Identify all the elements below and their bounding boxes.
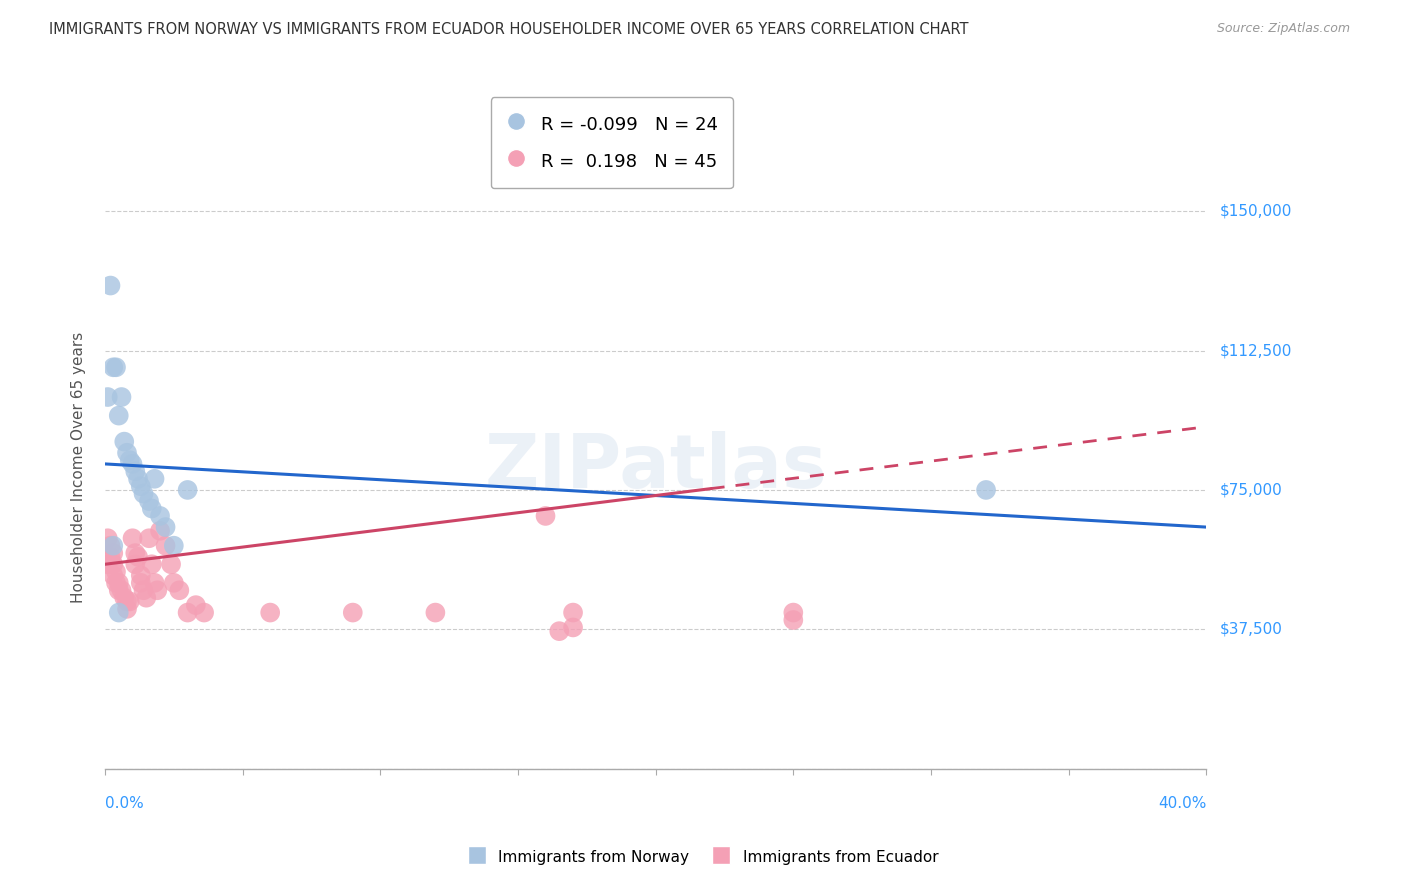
Point [135,591,157,605]
Point [127,472,149,486]
Point [141,501,163,516]
Point [103,546,125,560]
Point [115,594,138,608]
Point [138,531,160,545]
Point [97,558,120,572]
Point [97,390,120,404]
Point [107,409,129,423]
Text: 0.0%: 0.0% [105,796,143,811]
Point [149,508,172,523]
Point [118,594,141,608]
Point [100,539,122,553]
Point [342,606,364,620]
Point [129,568,152,582]
Point [143,575,166,590]
Text: Source: ZipAtlas.com: Source: ZipAtlas.com [1216,22,1350,36]
Point [124,464,146,478]
Point [112,434,135,449]
Point [562,620,585,634]
Point [110,390,132,404]
Point [155,539,177,553]
Point [534,508,557,523]
Point [118,453,141,467]
Text: 40.0%: 40.0% [1159,796,1206,811]
Point [121,531,143,545]
Point [425,606,447,620]
Point [105,565,128,579]
Text: $75,000: $75,000 [1220,483,1282,498]
Point [127,549,149,564]
Legend: R = -0.099   N = 24, R =  0.198   N = 45: R = -0.099 N = 24, R = 0.198 N = 45 [491,97,733,188]
Point [782,606,804,620]
Point [141,558,163,572]
Point [124,558,146,572]
Point [100,278,122,293]
Point [163,539,186,553]
Point [132,486,155,500]
Point [115,446,138,460]
Point [97,531,120,545]
Point [143,472,166,486]
Point [103,360,125,375]
Point [107,575,129,590]
Point [138,494,160,508]
Y-axis label: Householder Income Over 65 years: Householder Income Over 65 years [72,332,86,603]
Point [132,583,155,598]
Point [103,539,125,553]
Point [105,575,128,590]
Point [782,613,804,627]
Point [100,549,122,564]
Point [121,457,143,471]
Point [112,591,135,605]
Point [163,575,186,590]
Point [548,624,571,639]
Point [103,568,125,582]
Point [176,483,198,497]
Point [124,546,146,560]
Point [259,606,281,620]
Point [193,606,215,620]
Point [105,360,128,375]
Point [974,483,997,497]
Text: $37,500: $37,500 [1220,622,1284,637]
Text: ZIPatlas: ZIPatlas [484,431,827,504]
Point [149,524,172,538]
Point [115,602,138,616]
Point [562,606,585,620]
Text: $150,000: $150,000 [1220,203,1292,219]
Text: $112,500: $112,500 [1220,343,1292,358]
Point [129,479,152,493]
Point [155,520,177,534]
Point [184,598,207,612]
Point [176,606,198,620]
Point [107,606,129,620]
Text: IMMIGRANTS FROM NORWAY VS IMMIGRANTS FROM ECUADOR HOUSEHOLDER INCOME OVER 65 YEA: IMMIGRANTS FROM NORWAY VS IMMIGRANTS FRO… [49,22,969,37]
Legend: Immigrants from Norway, Immigrants from Ecuador: Immigrants from Norway, Immigrants from … [461,843,945,871]
Point [110,583,132,598]
Point [107,583,129,598]
Point [146,583,169,598]
Point [160,558,183,572]
Point [169,583,191,598]
Point [103,558,125,572]
Point [129,575,152,590]
